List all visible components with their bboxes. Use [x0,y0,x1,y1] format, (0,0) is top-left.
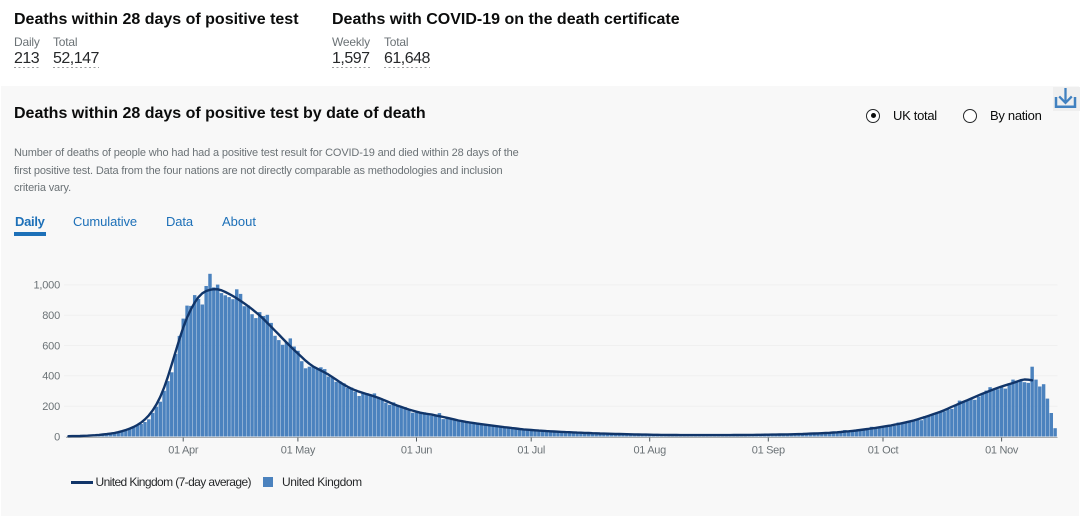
svg-text:400: 400 [42,371,60,383]
svg-text:1,000: 1,000 [33,280,60,292]
svg-text:200: 200 [42,401,60,413]
svg-text:01 Nov: 01 Nov [985,445,1019,457]
svg-text:0: 0 [54,431,60,443]
svg-text:01 May: 01 May [281,445,316,457]
svg-text:01 Jul: 01 Jul [517,445,545,457]
svg-text:01 Aug: 01 Aug [633,445,666,457]
svg-text:01 Oct: 01 Oct [868,445,899,457]
svg-text:01 Apr: 01 Apr [168,445,199,457]
svg-text:800: 800 [42,310,60,322]
svg-text:01 Sep: 01 Sep [752,445,785,457]
svg-text:01 Jun: 01 Jun [401,445,432,457]
svg-text:600: 600 [42,340,60,352]
